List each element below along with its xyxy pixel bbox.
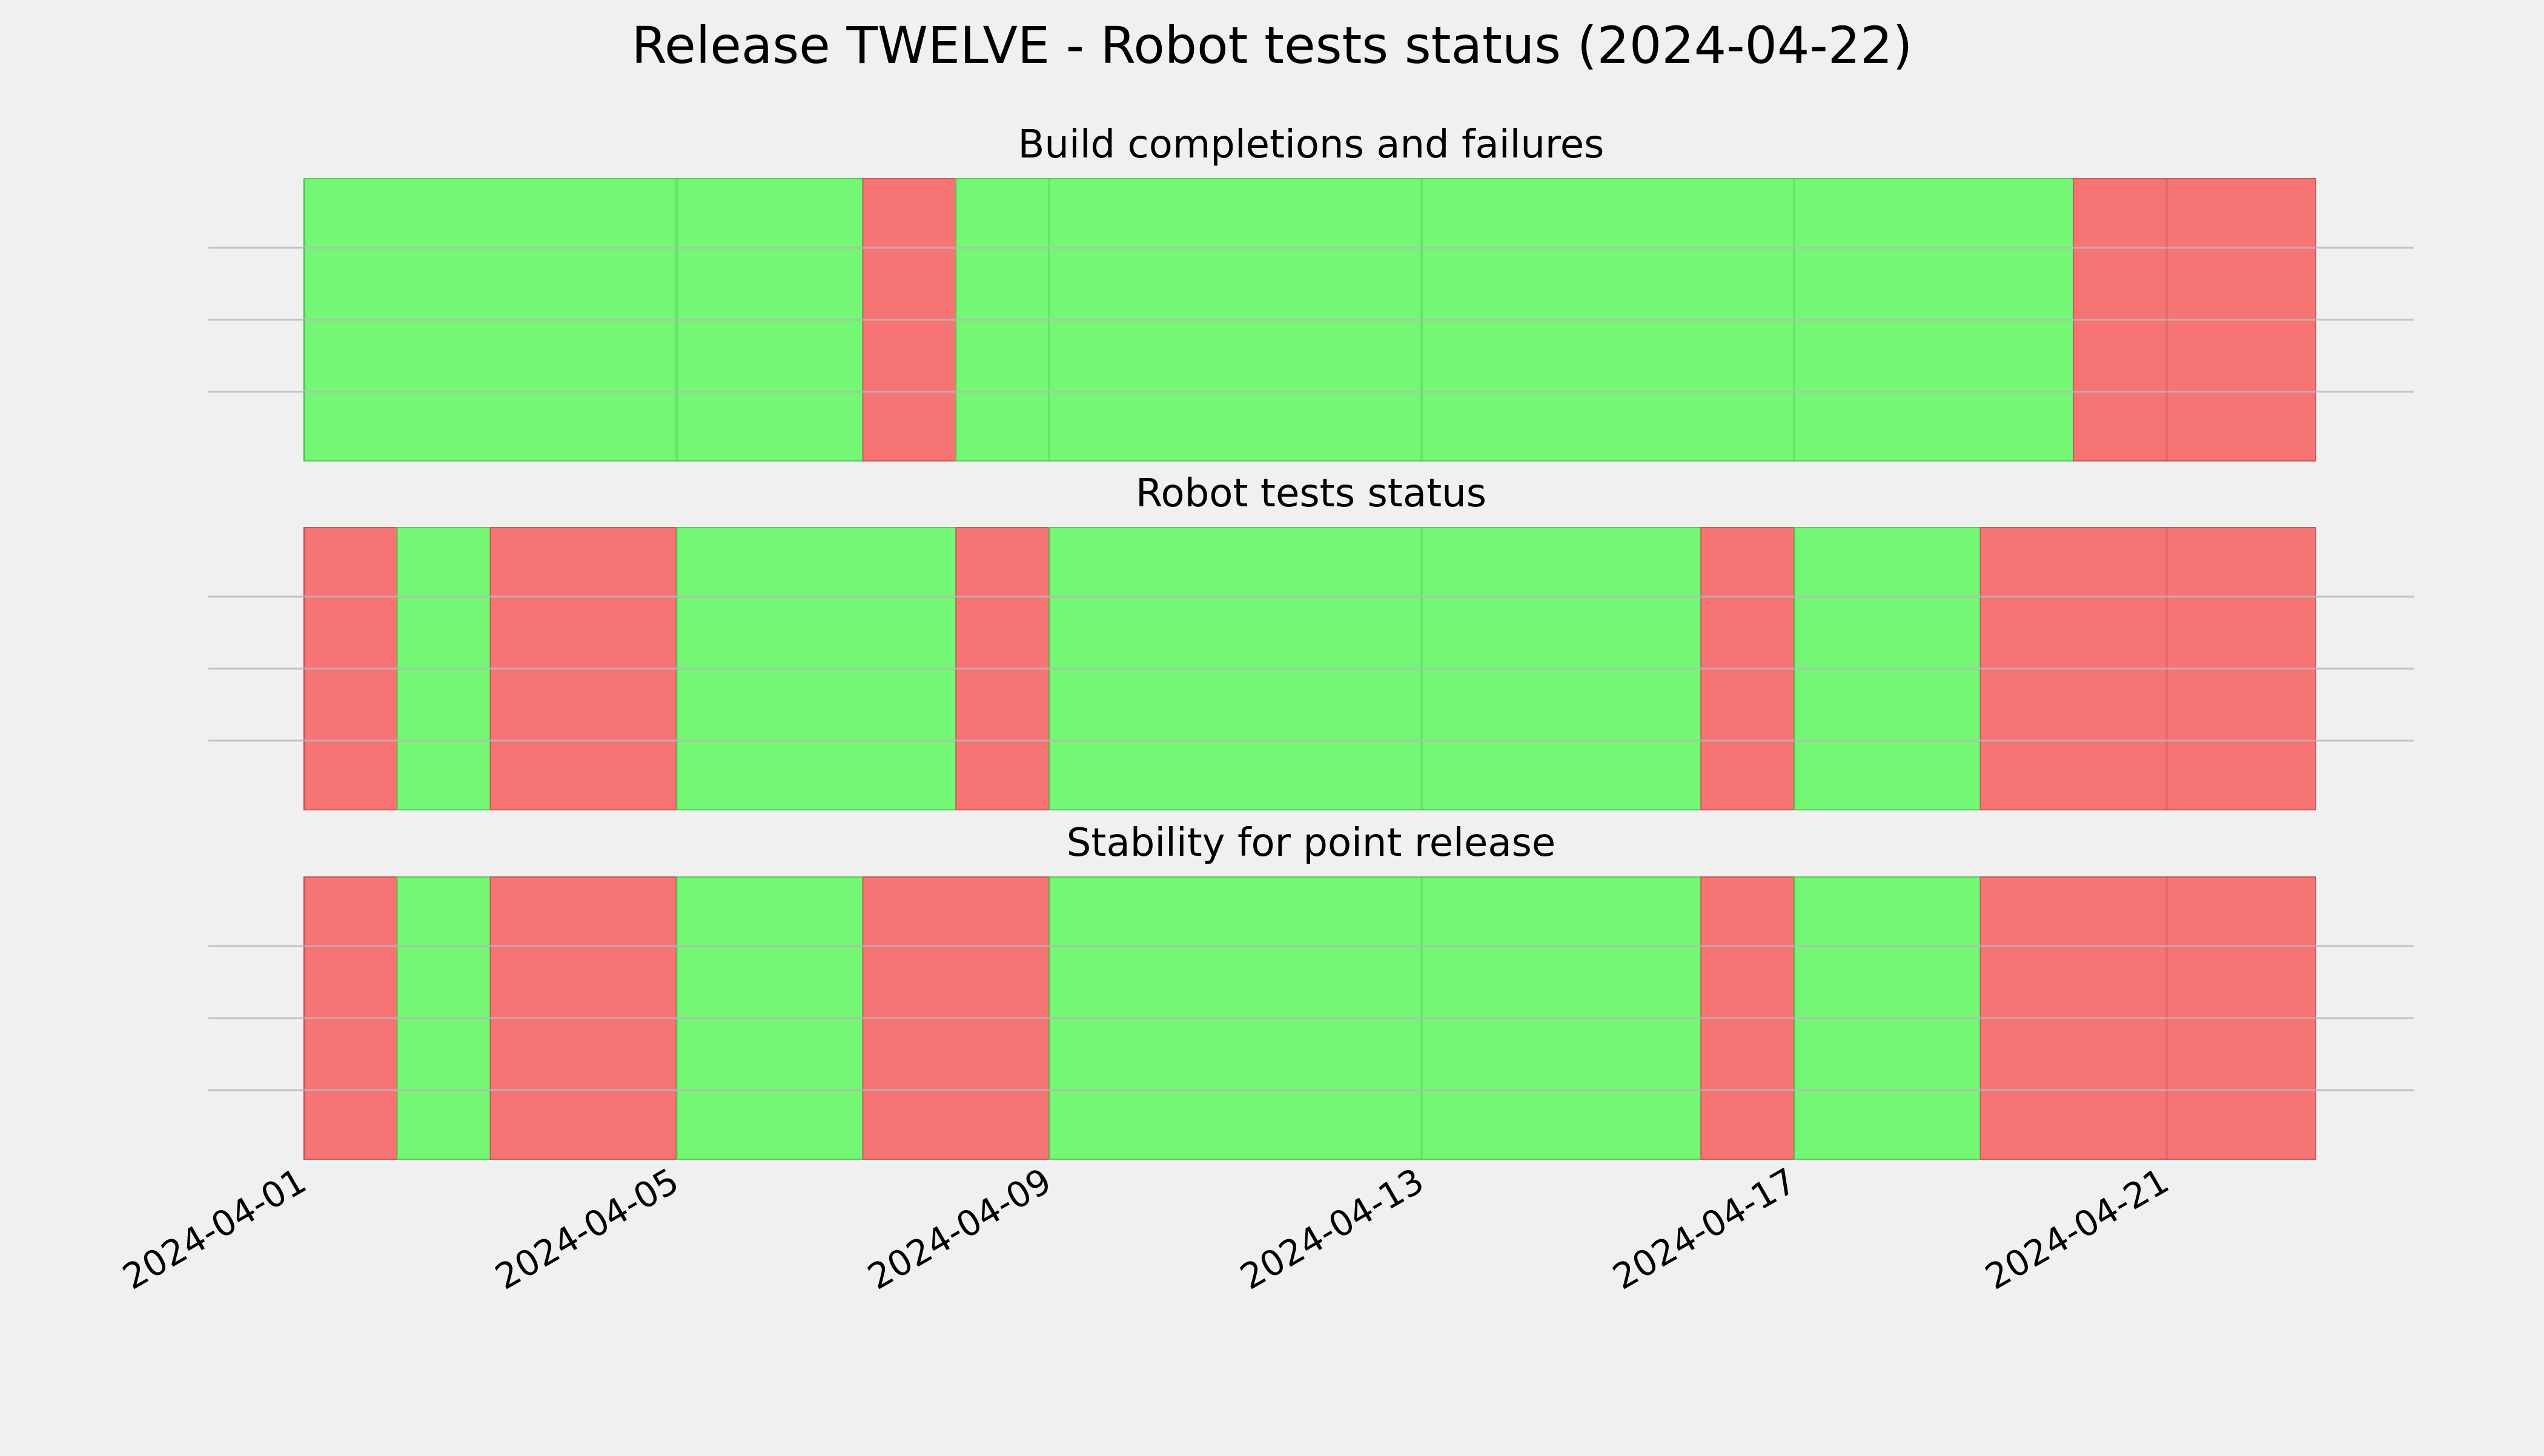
panel-2: Robot tests status	[208, 471, 2414, 810]
x-tick-label: 2024-04-21	[1978, 1160, 2176, 1297]
panel-1: Build completions and failures	[208, 122, 2414, 462]
panel-title: Stability for point release	[1067, 821, 1556, 865]
x-tick-label: 2024-04-17	[1606, 1160, 1803, 1297]
x-tick-label: 2024-04-05	[488, 1160, 686, 1297]
panel-3: Stability for point release	[208, 821, 2414, 1160]
x-tick-label: 2024-04-09	[861, 1160, 1058, 1297]
x-tick-label: 2024-04-13	[1233, 1160, 1431, 1297]
chart-title: Release TWELVE - Robot tests status (202…	[632, 16, 1913, 75]
x-tick-label: 2024-04-01	[116, 1160, 313, 1297]
panel-title: Robot tests status	[1136, 471, 1486, 516]
panel-title: Build completions and failures	[1018, 122, 1605, 167]
